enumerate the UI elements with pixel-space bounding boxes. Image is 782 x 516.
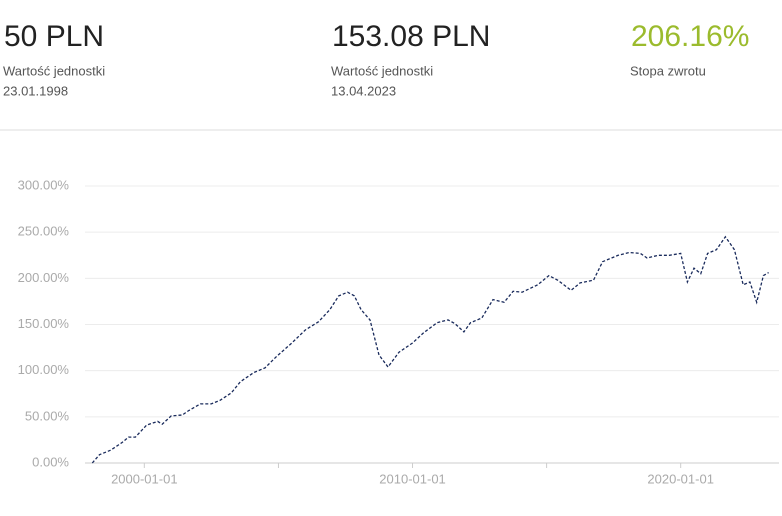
y-tick-label: 250.00%: [18, 224, 70, 239]
stat-value: 153.08 PLN: [332, 20, 490, 53]
stat-label: Stopa zwrotu: [630, 63, 706, 78]
x-tick-label: 2010-01-01: [379, 471, 446, 486]
stat-label: Wartość jednostki: [331, 63, 433, 78]
stat-label: Wartość jednostki: [3, 63, 105, 78]
series-line: [91, 235, 769, 464]
stat-value: 206.16%: [631, 20, 749, 53]
stat-date: 23.01.1998: [3, 83, 68, 98]
y-tick-label: 100.00%: [18, 362, 70, 377]
x-tick-label: 2020-01-01: [647, 471, 714, 486]
y-tick-label: 0.00%: [32, 454, 69, 469]
x-tick-label: 2000-01-01: [111, 471, 178, 486]
y-tick-label: 300.00%: [18, 177, 70, 192]
y-tick-label: 200.00%: [18, 270, 70, 285]
y-tick-label: 50.00%: [25, 408, 70, 423]
stat-value: 50 PLN: [4, 20, 104, 53]
stat-date: 13.04.2023: [331, 83, 396, 98]
y-tick-label: 150.00%: [18, 316, 70, 331]
